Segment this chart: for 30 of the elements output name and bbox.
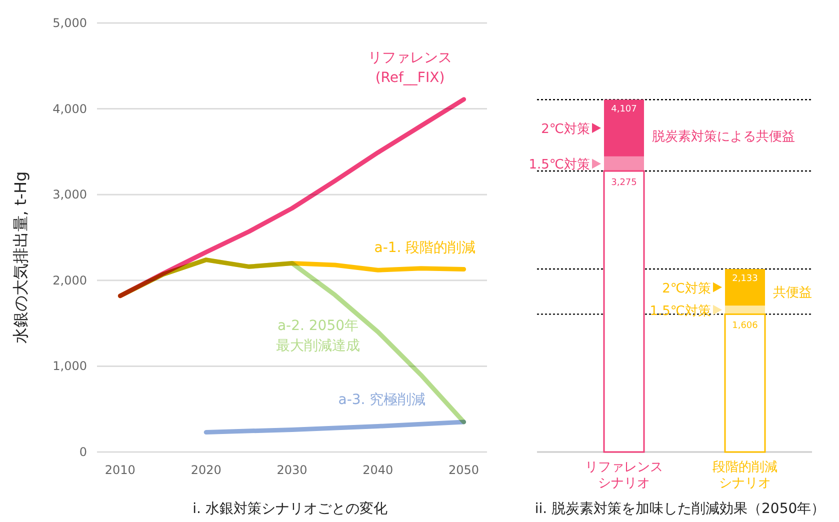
- x-tick-label: 2050: [448, 463, 480, 477]
- x-tick-label: 2040: [362, 463, 394, 477]
- x-tick-label: 2020: [190, 463, 222, 477]
- y-axis-title: 水銀の大気排出量, t-Hg: [11, 171, 30, 344]
- legend-label: 1.5℃対策: [650, 302, 711, 319]
- x-axis-title: ii. 脱炭素対策を加味した削減効果（2050年）: [534, 501, 826, 517]
- series-label: a-3. 究極削減: [338, 392, 426, 408]
- annotation: 脱炭素対策による共便益: [652, 128, 795, 144]
- x-tick-label: 2010: [104, 463, 136, 477]
- y-tick-label: 4,000: [52, 102, 87, 116]
- series-label: リファレンス (Ref__FIX): [368, 50, 452, 86]
- y-tick-label: 2,000: [52, 273, 87, 288]
- x-axis-title: i. 水銀対策シナリオごとの変化: [192, 501, 388, 517]
- x-tick-label: 2030: [276, 463, 308, 477]
- data-label: 1,606: [732, 321, 758, 332]
- total-label: 4,107: [611, 104, 637, 115]
- y-tick-label: 3,000: [52, 188, 87, 202]
- annotation: 共便益: [773, 286, 812, 301]
- data-label: 3,275: [611, 178, 637, 188]
- y-tick-label: 5,000: [52, 16, 87, 30]
- text: 2℃対策: [541, 122, 590, 138]
- series-label: a-2. 2050年最大削減達成: [276, 318, 360, 354]
- total-label: 2,133: [732, 274, 758, 284]
- x-tick-label: 段階的削減シナリオ: [712, 460, 778, 491]
- x-tick-label: リファレンスシナリオ: [585, 460, 663, 491]
- y-tick-label: 0: [79, 445, 87, 459]
- series-label: a-1. 段階的削減: [374, 240, 476, 256]
- text: 1.5℃対策: [528, 158, 590, 173]
- legend-label: 2℃対策: [662, 280, 711, 296]
- y-tick-label: 1,000: [52, 359, 87, 374]
